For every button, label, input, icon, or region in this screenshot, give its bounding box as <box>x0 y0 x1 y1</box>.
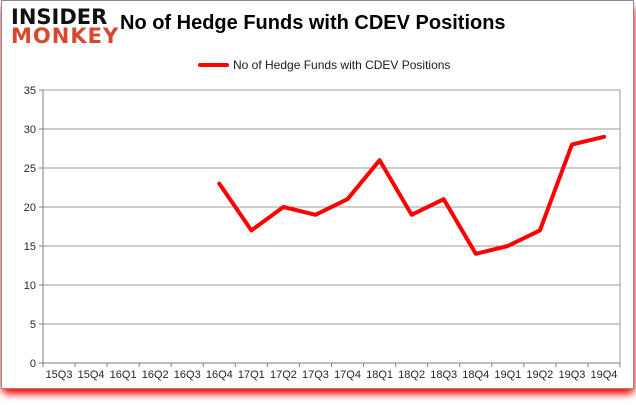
chart-title: No of Hedge Funds with CDEV Positions <box>120 12 506 34</box>
chart-card: INSIDER MONKEY No of Hedge Funds with CD… <box>1 0 634 389</box>
insider-monkey-logo: INSIDER MONKEY <box>11 5 120 49</box>
x-tick-label: 15Q4 <box>78 369 105 381</box>
line-chart-plot: 0 5 10 15 20 25 30 35 15Q3 15Q4 16Q1 16Q2 16Q3 16Q4 17… <box>24 85 621 381</box>
x-tick-label: 18Q4 <box>462 369 489 381</box>
x-tick-label: 18Q3 <box>430 369 457 381</box>
y-tick-label: 25 <box>24 163 36 175</box>
x-tick-label: 17Q2 <box>270 369 297 381</box>
logo-line1: INSIDER <box>11 5 108 29</box>
x-tick-label: 17Q3 <box>302 369 329 381</box>
y-tick-label: 30 <box>24 124 36 136</box>
series-line <box>217 134 606 256</box>
x-tick-label: 19Q2 <box>526 369 553 381</box>
legend-line-swatch <box>198 63 229 67</box>
y-tick-label: 0 <box>30 358 36 370</box>
legend: No of Hedge Funds with CDEV Positions <box>198 58 450 72</box>
x-tick-label: 18Q1 <box>366 369 393 381</box>
y-tick-label: 20 <box>24 202 36 214</box>
x-tick-label: 18Q2 <box>398 369 425 381</box>
x-tick-label: 16Q2 <box>142 369 169 381</box>
y-tick-label: 15 <box>24 241 36 253</box>
x-tick-label: 15Q3 <box>46 369 73 381</box>
x-tick-label: 19Q4 <box>591 369 618 381</box>
x-tick-label: 16Q3 <box>174 369 201 381</box>
y-tick-label: 10 <box>24 280 36 292</box>
logo-line2: MONKEY <box>11 24 120 49</box>
x-tick-label: 16Q1 <box>110 369 137 381</box>
legend-label: No of Hedge Funds with CDEV Positions <box>233 58 451 72</box>
x-tick-label: 16Q4 <box>206 369 233 381</box>
x-tick-label: 17Q1 <box>238 369 265 381</box>
y-tick-label: 5 <box>30 319 36 331</box>
y-tick-label: 35 <box>24 85 36 97</box>
x-tick-label: 19Q1 <box>494 369 521 381</box>
x-tick-label: 17Q4 <box>334 369 361 381</box>
x-tick-label: 19Q3 <box>558 369 585 381</box>
